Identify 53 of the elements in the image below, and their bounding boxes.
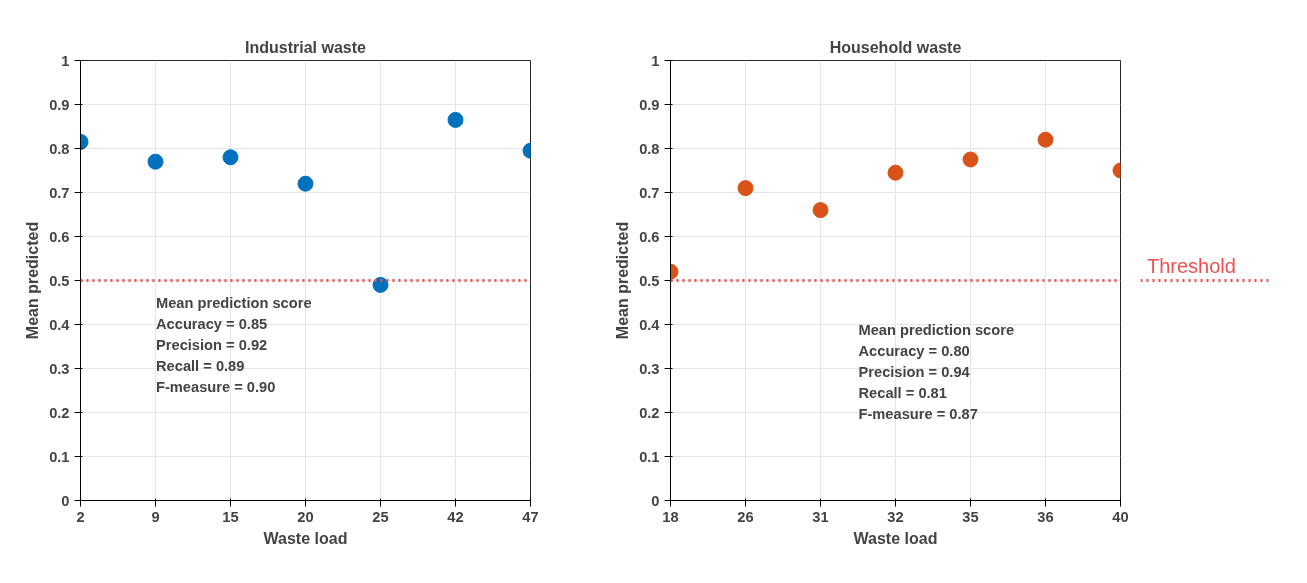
annotation: F-measure = 0.90	[156, 379, 276, 396]
y-tick-label: 0	[61, 492, 70, 509]
y-tick-label: 0	[651, 492, 660, 509]
y-tick-label: 0.4	[639, 316, 661, 333]
y-tick-label: 0.7	[49, 184, 70, 201]
y-tick-label: 1	[61, 52, 70, 69]
x-tick-label: 25	[372, 508, 389, 525]
x-tick-label: 31	[812, 508, 829, 525]
x-tick-label: 26	[737, 508, 754, 525]
y-tick-label: 0.1	[639, 448, 660, 465]
x-tick-label: 9	[151, 508, 160, 525]
chart-title: Household waste	[829, 38, 962, 56]
y-tick-label: 0.9	[639, 96, 660, 113]
annotation: Mean prediction score	[858, 321, 1015, 338]
annotation: F-measure = 0.87	[858, 405, 978, 422]
annotation: Accuracy = 0.85	[156, 316, 268, 333]
x-tick-label: 18	[662, 508, 679, 525]
y-tick-label: 0.3	[49, 360, 70, 377]
x-tick-label: 36	[1037, 508, 1054, 525]
y-tick-label: 0.3	[639, 360, 660, 377]
annotation: Precision = 0.92	[156, 337, 268, 354]
y-tick-label: 0.6	[639, 228, 660, 245]
y-tick-label: 0.5	[49, 272, 70, 289]
y-tick-label: 0.6	[49, 228, 70, 245]
ref-line-label: Threshold	[1147, 254, 1236, 277]
y-tick-label: 0.9	[49, 96, 70, 113]
chart-title: Industrial waste	[245, 38, 367, 56]
x-tick-label: 42	[447, 508, 464, 525]
x-axis-title: Waste load	[853, 529, 938, 547]
y-tick-label: 0.2	[49, 404, 70, 421]
y-tick-label: 0.2	[639, 404, 660, 421]
y-axis-title: Mean predicted	[24, 221, 42, 340]
y-tick-label: 0.8	[639, 140, 660, 157]
x-tick-label: 15	[222, 508, 239, 525]
x-axis-title: Waste load	[263, 529, 348, 547]
annotation: Precision = 0.94	[858, 363, 971, 380]
y-axis-title: Mean predicted	[614, 221, 632, 340]
y-tick-label: 0.7	[639, 184, 660, 201]
x-tick-label: 20	[297, 508, 314, 525]
y-tick-label: 0.4	[49, 316, 71, 333]
y-tick-label: 0.1	[49, 448, 70, 465]
x-tick-label: 40	[1112, 508, 1129, 525]
x-tick-label: 2	[76, 508, 85, 525]
x-tick-label: 32	[887, 508, 904, 525]
annotation: Accuracy = 0.80	[858, 342, 970, 359]
y-tick-label: 0.8	[49, 140, 70, 157]
annotation: Recall = 0.81	[858, 384, 947, 401]
x-tick-label: 35	[962, 508, 979, 525]
annotation: Mean prediction score	[156, 295, 312, 312]
y-tick-label: 1	[651, 52, 660, 69]
x-tick-label: 47	[522, 508, 539, 525]
annotation: Recall = 0.89	[156, 358, 245, 375]
y-tick-label: 0.5	[639, 272, 660, 289]
